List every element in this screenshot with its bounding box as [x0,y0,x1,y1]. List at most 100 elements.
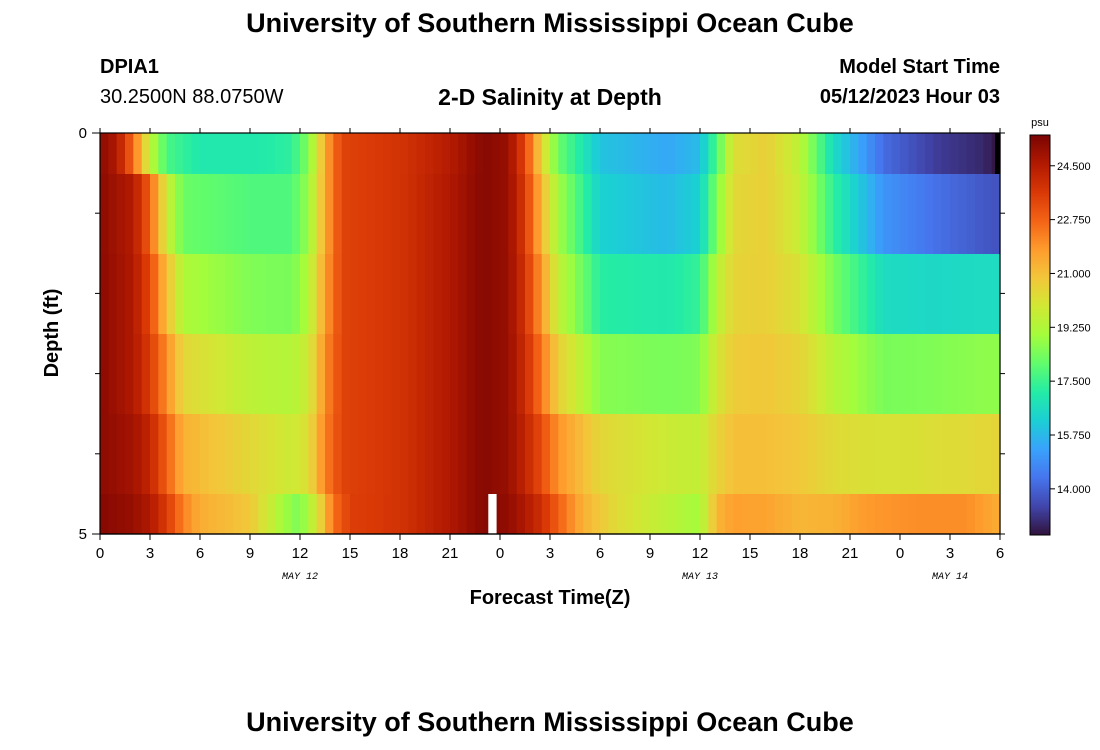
heatmap-cell [541,494,551,534]
heatmap-cell [675,414,684,494]
heatmap-cell [208,254,218,334]
heatmap-cell [625,414,634,494]
heatmap-cell [900,334,909,414]
heatmap-cell [875,174,884,254]
heatmap-cell [808,494,818,534]
heatmap-cell [883,254,893,334]
heatmap-cell [675,334,684,414]
heatmap-cell [441,254,451,334]
heatmap-cell [666,133,676,174]
heatmap-cell [541,174,551,254]
heatmap-cell [825,174,834,254]
station-coordinates: 30.2500N 88.0750W [100,86,284,108]
heatmap-cell [558,414,568,494]
heatmap-cell [933,133,943,174]
heatmap-cell [491,414,501,494]
heatmap-cell [941,174,951,254]
heatmap-cell [266,334,276,414]
heatmap-cell [458,174,468,254]
heatmap-cell [716,494,726,534]
heatmap-cell [291,494,301,534]
heatmap-cell [350,334,359,414]
heatmap-cell [758,254,768,334]
heatmap-cell [250,334,259,414]
heatmap-cell [975,414,984,494]
heatmap-cell [725,494,734,534]
heatmap-cell [850,133,859,174]
model-start-label: Model Start Time [839,56,1000,78]
heatmap-cell [225,494,234,534]
heatmap-cell [983,254,993,334]
heatmap-cell [325,494,334,534]
heatmap-cell [275,334,284,414]
heatmap-cell [975,494,984,534]
heatmap-cell [608,254,618,334]
heatmap-cell [733,133,743,174]
heatmap-cell [433,133,443,174]
heatmap-cell [691,174,701,254]
heatmap-cell [408,174,418,254]
heatmap-cell [325,133,334,174]
heatmap-cell [566,174,576,254]
heatmap-cell [491,133,501,174]
heatmap-cell [800,414,809,494]
heatmap-cell [266,174,276,254]
heatmap-cell [416,414,426,494]
heatmap-cell [258,494,268,534]
heatmap-cell [866,494,876,534]
heatmap-cell [616,334,626,414]
heatmap-cell [816,174,826,254]
heatmap-cell [258,414,268,494]
heatmap-cell [300,334,309,414]
heatmap-cell [275,414,284,494]
heatmap-cell [191,414,201,494]
heatmap-cell [108,494,118,534]
heatmap-cell [408,494,418,534]
heatmap-cell [966,334,976,414]
heatmap-cell [950,254,959,334]
heatmap-cell [833,133,843,174]
heatmap-cell [650,334,659,414]
heatmap-cell [250,174,259,254]
heatmap-cell [508,334,518,414]
heatmap-cell [541,133,551,174]
heatmap-cell [833,334,843,414]
heatmap-cell [516,174,526,254]
x-tick-label: 0 [896,545,904,562]
heatmap-cell [316,494,326,534]
heatmap-cell [875,133,884,174]
heatmap-cell [925,334,934,414]
heatmap-cell [700,133,709,174]
heatmap-cell [775,494,784,534]
heatmap-cell [675,133,684,174]
heatmap-cell [633,254,643,334]
heatmap-cell [258,174,268,254]
x-tick-label: 12 [692,545,709,562]
heatmap-cell [558,174,568,254]
heatmap-cell [891,334,901,414]
heatmap-cell [650,494,659,534]
heatmap-cell [883,133,893,174]
heatmap-cell [833,174,843,254]
heatmap-cell [450,133,459,174]
heatmap-cell [216,334,226,414]
heatmap-cell [666,414,676,494]
heatmap-cell [125,414,134,494]
heatmap-cell [141,133,151,174]
heatmap-cell [691,334,701,414]
colorbar-gradient [1029,134,1051,536]
heatmap-cell [983,414,993,494]
station-id: DPIA1 [100,56,159,78]
heatmap-cell [325,334,334,414]
heatmap-cell [400,174,409,254]
heatmap-cell [233,174,243,254]
heatmap-cell [333,494,343,534]
heatmap-cell [200,334,209,414]
heatmap-cell [250,414,259,494]
heatmap-cell [141,254,151,334]
colorbar-tick-label: 22.750 [1057,215,1091,227]
heatmap-cell [916,414,926,494]
heatmap-cell [575,334,584,414]
heatmap-cell [466,494,476,534]
heatmap-cell [466,334,476,414]
